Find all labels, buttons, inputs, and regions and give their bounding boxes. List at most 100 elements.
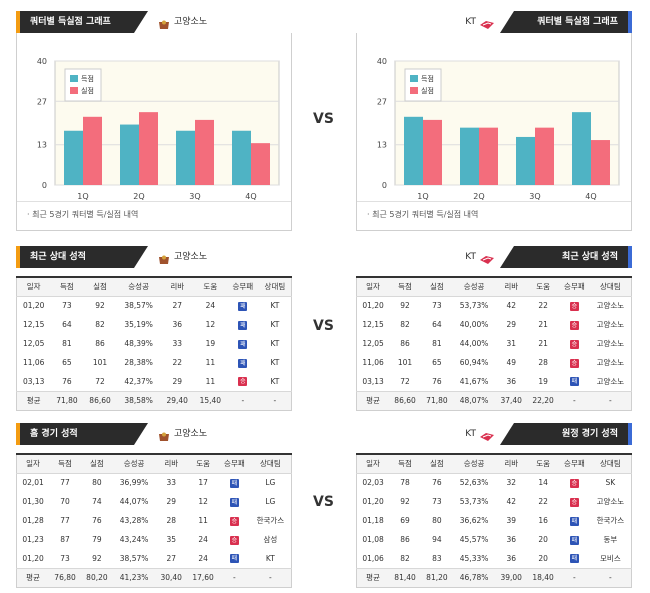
table-row: 01,28 77 76 43,28% 28 11 승 한국가스 <box>17 511 292 530</box>
table-cell: 83 <box>432 553 442 563</box>
loss-badge: 패 <box>569 516 579 526</box>
average-cell: 18,40 <box>527 567 560 587</box>
table-row: 11,06 65 101 28,38% 22 11 패 KT <box>17 353 292 372</box>
table-cell: 42,37% <box>124 376 153 386</box>
table-cell: 24 <box>205 301 216 311</box>
average-row: 평균 76,80 80,20 41,23% 30,40 17,60- - <box>16 567 292 587</box>
table-cell: 고양소노 <box>596 320 625 329</box>
table-cell: 60,94% <box>459 358 489 367</box>
table-header-row: 일자 득점 실점 승성공 리바 도움 승무패 상대팀 <box>16 277 292 297</box>
table-cell: 14 <box>538 478 548 488</box>
section-title: 쿼터별 득실점 그래프 <box>16 11 148 33</box>
bar-points <box>516 136 535 185</box>
loss-badge: 패 <box>238 320 248 330</box>
team-label: KT <box>465 423 496 445</box>
average-cell: 46,78% <box>452 567 496 587</box>
table-cell: 11 <box>198 516 208 525</box>
left-chart-panel: 쿼터별 득실점 그래프 고양소노 0 13 27 40 1Q 2Q 3Q 4Q 득점 실점 · 최… <box>16 11 292 231</box>
table-header-row: 일자 득점 실점 승성공 리바 도움 승무패 상대팀 <box>16 454 292 474</box>
table-cell: 승 <box>559 296 590 315</box>
column-header: 승무패 <box>219 454 250 474</box>
average-row: 평균 86,60 71,80 48,07% 37,40 22,20- - <box>356 390 632 410</box>
table-cell: 승 <box>559 473 590 492</box>
table-cell: 패 <box>219 549 250 568</box>
table-cell: 24 <box>198 535 208 544</box>
section-title: 홈 경기 성적 <box>16 423 148 445</box>
divider <box>357 201 631 202</box>
team-label: 고양소노 <box>154 246 207 268</box>
table-cell: 12 <box>198 497 208 506</box>
column-header: 득점 <box>389 277 421 297</box>
table-cell: 01,20 <box>362 497 384 506</box>
column-header: 리바 <box>160 277 194 297</box>
table-cell: 92 <box>400 497 410 506</box>
table-cell: 53,73% <box>459 497 489 506</box>
table-cell: LG <box>265 497 276 506</box>
loss-badge: 패 <box>238 301 248 311</box>
table-cell: 80 <box>432 516 442 525</box>
x-tick-label: 4Q <box>585 192 596 201</box>
win-badge: 승 <box>569 478 579 488</box>
column-header: 일자 <box>16 454 50 474</box>
table-cell: 01,06 <box>362 553 384 563</box>
table-cell: 76 <box>62 376 72 386</box>
table-cell: 81 <box>62 339 72 348</box>
table-header: 홈 경기 성적 고양소노 <box>16 423 292 445</box>
table-row: 02,03 78 76 52,63% 32 14 승 SK <box>357 473 632 492</box>
sono-logo-icon <box>158 429 170 441</box>
table-cell: 81 <box>432 339 442 348</box>
average-cell: - <box>258 390 292 410</box>
loss-badge: 패 <box>229 478 239 488</box>
average-cell: 평균 <box>356 390 390 410</box>
table-cell: 72 <box>400 376 410 386</box>
right-chart-panel: KT 쿼터별 득실점 그래프 0 13 27 40 1Q 2Q 3Q 4Q 득점 실점 · 최근 … <box>356 11 632 231</box>
left-table-panel-1: 최근 상대 성적 고양소노 일자 득점 실점 승성공 리바 도움 승무패 상대팀 01,20 73… <box>16 246 292 411</box>
average-cell: 39,00 <box>495 567 528 587</box>
table-cell: 73 <box>60 553 70 563</box>
table-cell: 패 <box>219 492 250 511</box>
column-header: 승무패 <box>559 454 590 474</box>
section-title: 원정 경기 성적 <box>500 423 632 445</box>
average-cell: 평균 <box>16 390 51 410</box>
average-cell: - <box>226 390 259 410</box>
table-cell: 44,00% <box>459 339 489 348</box>
table-cell: 03,13 <box>362 376 384 386</box>
table-cell: 38,57% <box>124 301 153 311</box>
table-cell: 86 <box>400 339 410 348</box>
table-header: KT 최근 상대 성적 <box>356 246 632 268</box>
table-cell: 02,03 <box>362 478 384 488</box>
average-cell: 15,40 <box>193 390 227 410</box>
column-header: 승성공 <box>452 454 496 474</box>
bar-allowed <box>591 140 610 185</box>
table-cell: 41,67% <box>459 376 489 386</box>
team-name: KT <box>465 252 476 262</box>
bar-points <box>120 124 139 185</box>
legend-label: 득점 <box>81 75 94 83</box>
kt-logo-icon <box>480 429 494 441</box>
column-header: 도움 <box>527 277 560 297</box>
average-cell: - <box>219 567 250 587</box>
table-cell: 39 <box>506 516 516 525</box>
legend-swatch <box>410 75 418 82</box>
table-cell: 76 <box>432 376 442 386</box>
table-cell: 01,18 <box>362 516 384 525</box>
average-cell: 평균 <box>16 567 50 587</box>
bar-allowed <box>139 112 158 185</box>
loss-badge: 패 <box>238 339 248 349</box>
table-row: 11,06 101 65 60,94% 49 28 승 고양소노 <box>357 353 632 372</box>
table-row: 01,30 70 74 44,07% 29 12 패 LG <box>17 492 292 511</box>
table-cell: 승 <box>559 334 590 353</box>
column-header: 실점 <box>420 277 453 297</box>
kt-logo-icon <box>480 17 494 29</box>
y-tick-label: 0 <box>382 181 387 190</box>
right-chart-header: KT 쿼터별 득실점 그래프 <box>356 11 632 33</box>
table-cell: 78 <box>400 478 410 488</box>
quarter-chart: 0 13 27 40 1Q 2Q 3Q 4Q 득점 실점 · 최근 5경기 쿼터별 득/실점 내역 <box>356 33 632 231</box>
table-cell: 82 <box>400 320 410 329</box>
table-cell: 28,38% <box>124 358 153 367</box>
table-cell: 77 <box>60 516 70 525</box>
table-cell: 승 <box>559 315 590 334</box>
table-cell: 패 <box>227 334 259 353</box>
average-cell: 71,80 <box>50 390 84 410</box>
